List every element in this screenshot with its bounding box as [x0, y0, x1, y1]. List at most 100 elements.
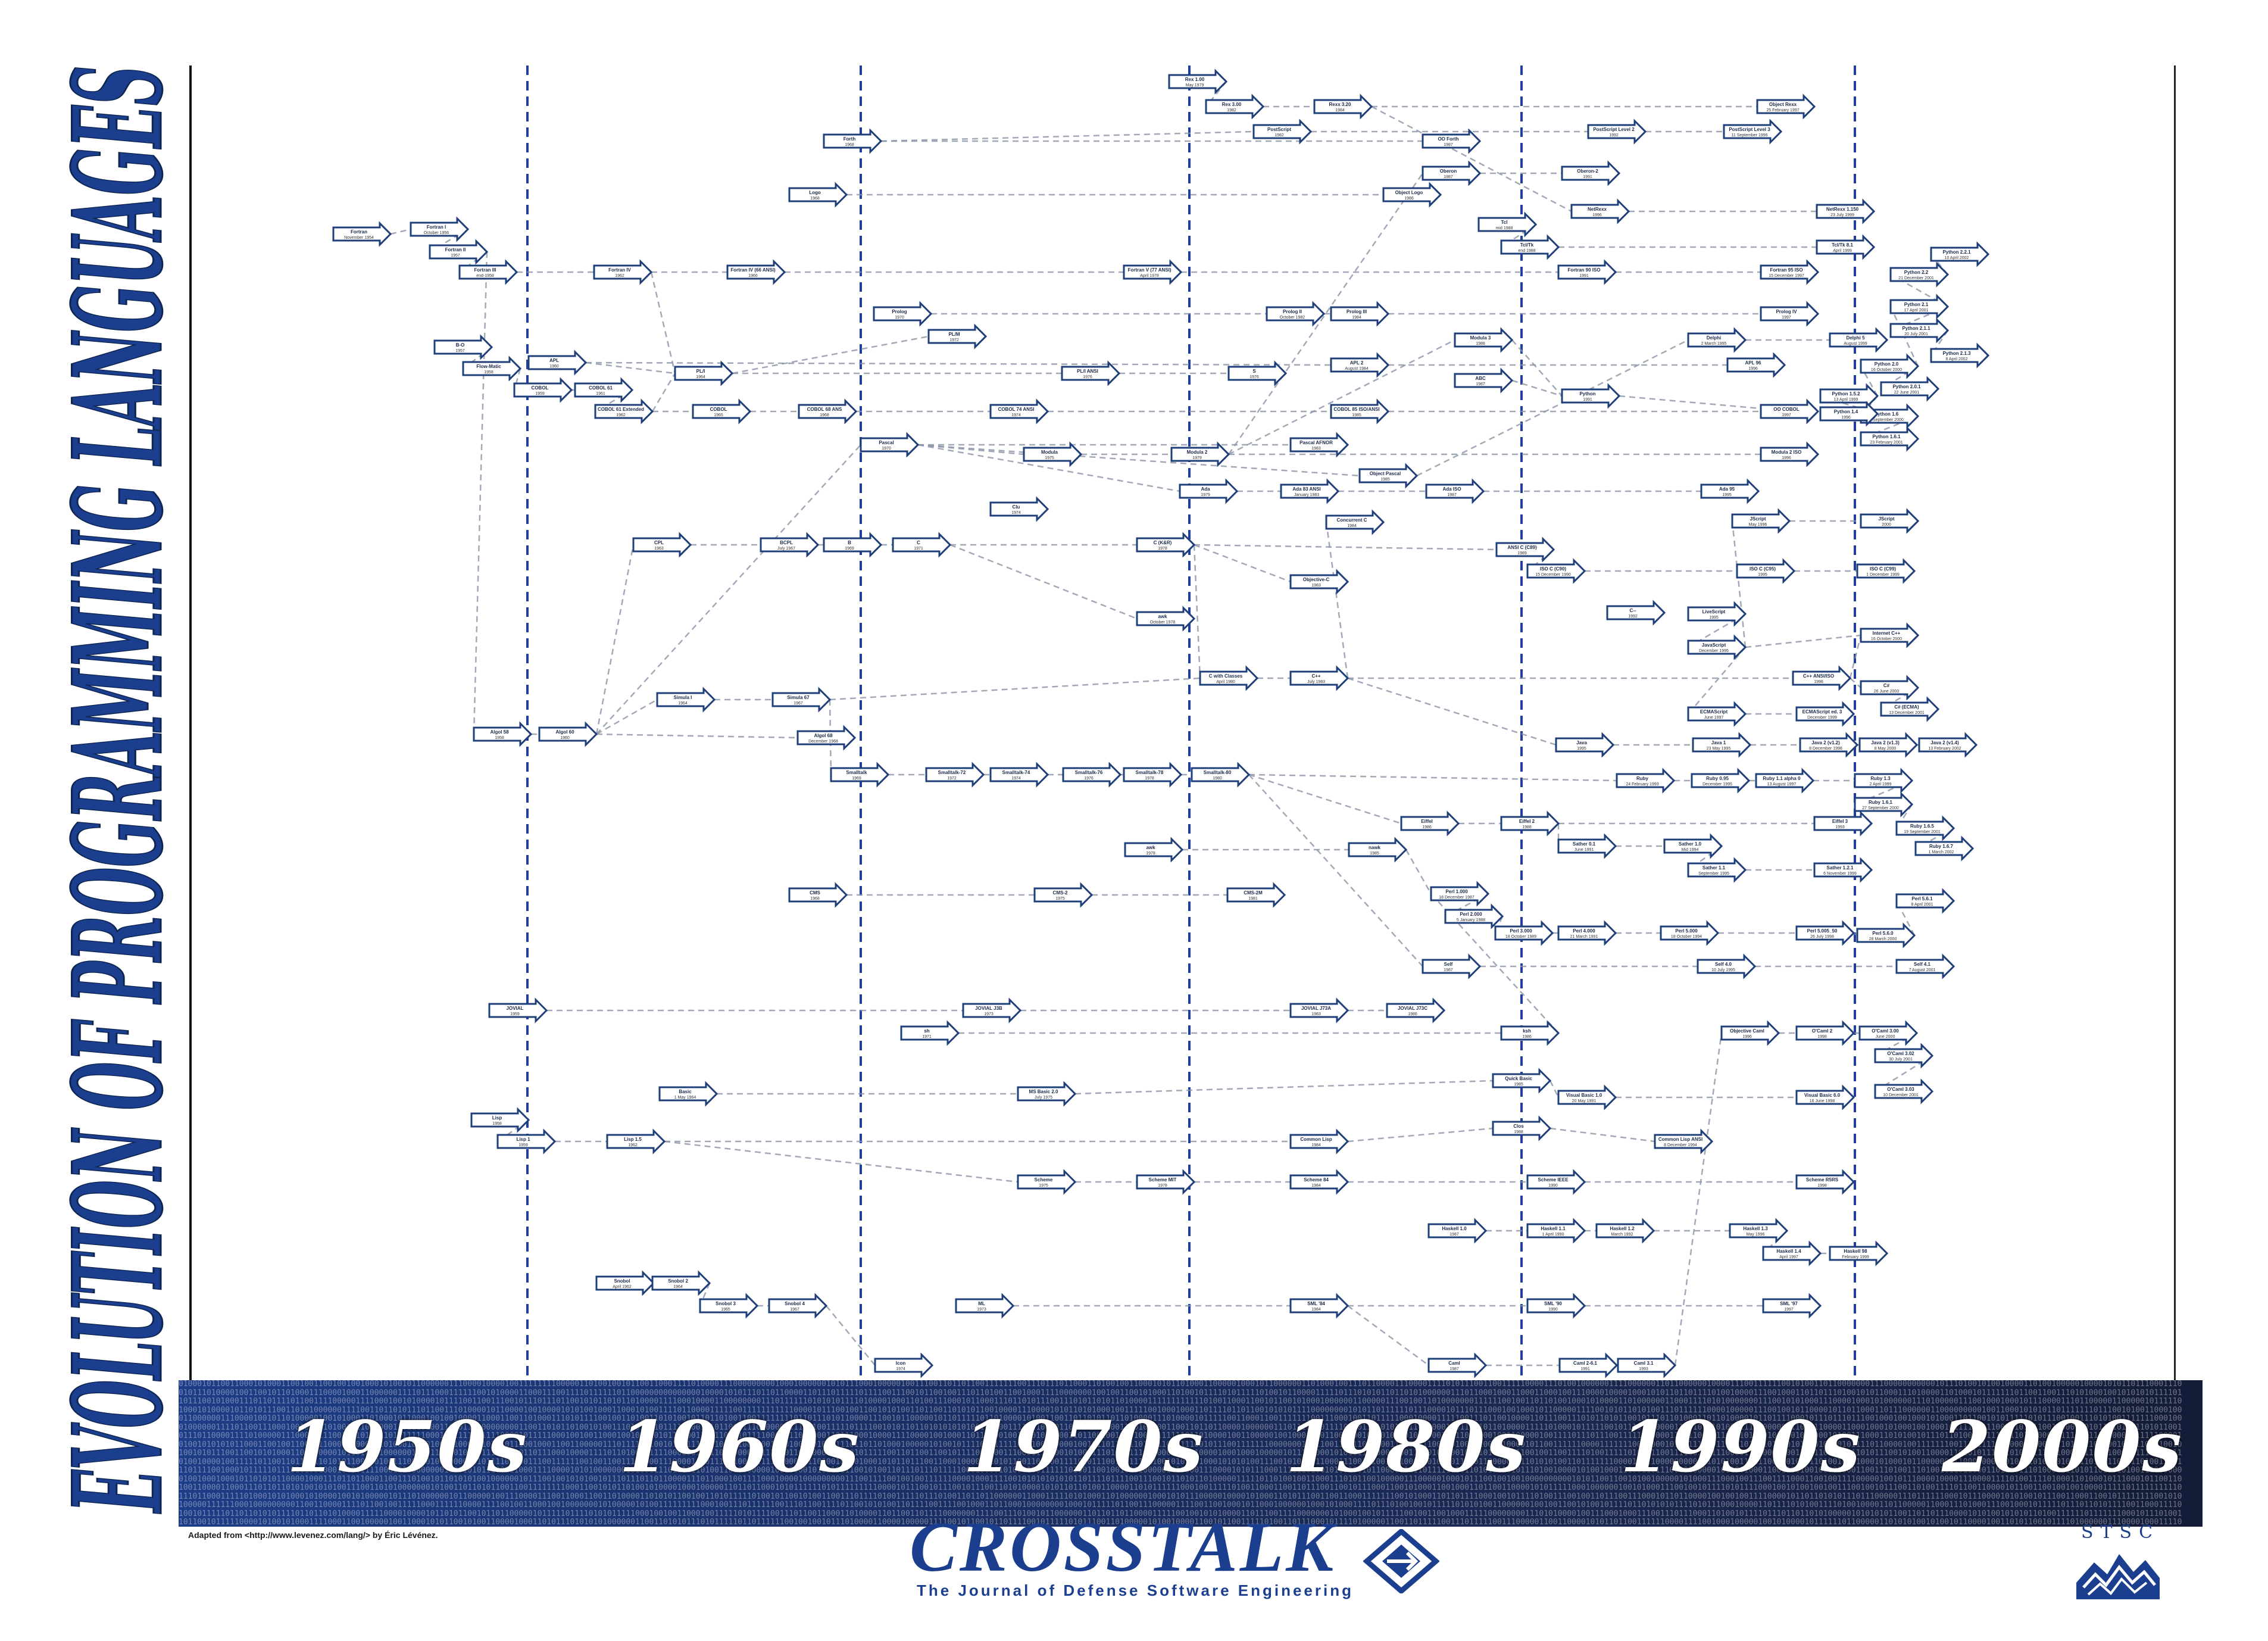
language-node-python211: Python 2.1.120 July 2001 [1889, 317, 1950, 344]
node-date: 18 December 1987 [1439, 896, 1474, 900]
node-arrow-shape [1191, 762, 1251, 788]
node-name: Python 2.2 [1904, 270, 1929, 275]
node-date: November 1954 [344, 236, 374, 240]
node-date: 1973 [977, 1308, 986, 1312]
node-name: COBOL [710, 407, 727, 412]
node-name: S [1252, 369, 1256, 374]
edge-modula2-to-oberon [1227, 173, 1424, 455]
node-date: 1995 [1758, 573, 1767, 577]
edge-modula2-to-modula3 [1228, 339, 1455, 456]
node-name: Ada [1201, 486, 1210, 492]
node-date: 1961 [596, 392, 605, 396]
language-node-sml84: SML '84 1984 [1289, 1293, 1349, 1319]
node-name: COBOL 74 ANSI [998, 407, 1035, 412]
node-date: 1996 [1841, 416, 1851, 420]
edge-pascal-to-objpascal [917, 444, 1360, 477]
node-name: Basic [679, 1089, 692, 1094]
node-date: 1987 [1449, 1367, 1459, 1371]
decade-label-1960s: 1960s [619, 1405, 860, 1488]
edge-msbasic-to-qbasic [1074, 1080, 1494, 1095]
node-arrow-shape [1792, 665, 1852, 691]
node-date: 16 June 1998 [1810, 1099, 1835, 1103]
node-name: Perl 3.000 [1510, 928, 1532, 934]
node-date: 1973 [984, 1012, 994, 1016]
edge-algol60-to-algol68 [596, 733, 798, 739]
edge-cpp-to-java [1347, 677, 1557, 746]
node-name: Perl 2.000 [1460, 912, 1482, 917]
node-name: Perl 5.005_50 [1807, 928, 1838, 934]
node-date: 1978 [1145, 776, 1154, 781]
node-name: Smalltalk-72 [938, 770, 966, 775]
crosstalk-logo-text: CROSSTALK [910, 1507, 1336, 1586]
language-node-java2: Java 2 (v1.2) 8 December 1998 [1799, 732, 1859, 758]
poster-title: EVOLUTION OF PROGRAMMING LANGUAGES [46, 65, 191, 1515]
edge-clos-to-clansi [1550, 1127, 1655, 1143]
node-name: Sather 0.1 [1573, 841, 1596, 847]
node-arrow-shape [1168, 68, 1228, 95]
node-date: 1988 [1476, 342, 1485, 346]
language-node-prolog4: Prolog IV 1997 [1760, 301, 1820, 327]
edge-apl-to-pl1 [585, 361, 676, 375]
stsc-wordmark: STSC [2081, 1522, 2160, 1543]
node-name: C (K&R) [1154, 540, 1172, 545]
node-name: ISO C (C90) [1540, 566, 1566, 572]
node-arrow-shape [1692, 732, 1752, 758]
node-arrow-shape [1616, 768, 1676, 794]
node-date: 1991 [1583, 175, 1592, 179]
node-date: April 1997 [1779, 1255, 1798, 1259]
node-name: COBOL 61 Extended [598, 407, 644, 412]
node-date: 1978 [1158, 547, 1167, 551]
node-arrow-shape [674, 360, 734, 386]
node-arrow-shape [1760, 301, 1820, 327]
node-arrow-shape [1723, 118, 1783, 145]
node-arrow-shape [632, 532, 692, 558]
node-arrow-shape [1795, 1169, 1855, 1195]
language-node-ml: ML 1973 [955, 1293, 1015, 1319]
node-arrow-shape [1289, 997, 1349, 1024]
language-node-objpascal: Object Pascal 1985 [1358, 463, 1419, 489]
node-arrow-shape [726, 259, 786, 285]
node-name: Common Lisp ANSI [1658, 1137, 1702, 1142]
node-arrow-shape [1266, 301, 1326, 327]
node-arrow-shape [1697, 953, 1757, 979]
node-date: 1996 [1748, 367, 1758, 371]
edge-sml84-to-caml [1347, 1305, 1429, 1367]
poster-title-text: EVOLUTION OF PROGRAMMING LANGUAGES [47, 65, 190, 1514]
node-name: Sather 1.0 [1679, 841, 1702, 847]
language-node-python213: Python 2.1.38 April 2002 [1930, 342, 1990, 369]
node-arrow-shape [1430, 881, 1490, 907]
language-node-ruby11: Ruby 1.1 alpha 013 August 1997 [1755, 768, 1815, 794]
node-name: PostScript [1267, 127, 1291, 132]
language-node-haskell10: Haskell 1.0 1987 [1427, 1218, 1488, 1244]
node-arrow-shape [1289, 569, 1349, 595]
node-date: 1982 [1274, 133, 1284, 138]
node-date: 23 May 1995 [1707, 747, 1731, 751]
node-name: Python 2.0 [1875, 361, 1899, 367]
node-name: Lisp 1.5 [624, 1137, 642, 1142]
node-name: ECMAScript [1700, 709, 1728, 715]
node-arrow-shape [1444, 903, 1504, 929]
node-arrow-shape [1860, 353, 1920, 379]
node-date: 1996 [1742, 1035, 1752, 1039]
left-frame-rule [189, 65, 192, 1381]
node-arrow-shape [1325, 509, 1385, 535]
node-name: O'Caml 3.00 [1872, 1028, 1899, 1034]
node-date: June 2000 [1876, 1035, 1895, 1039]
node-arrow-shape [1227, 360, 1288, 386]
node-arrow-shape [1587, 118, 1647, 145]
